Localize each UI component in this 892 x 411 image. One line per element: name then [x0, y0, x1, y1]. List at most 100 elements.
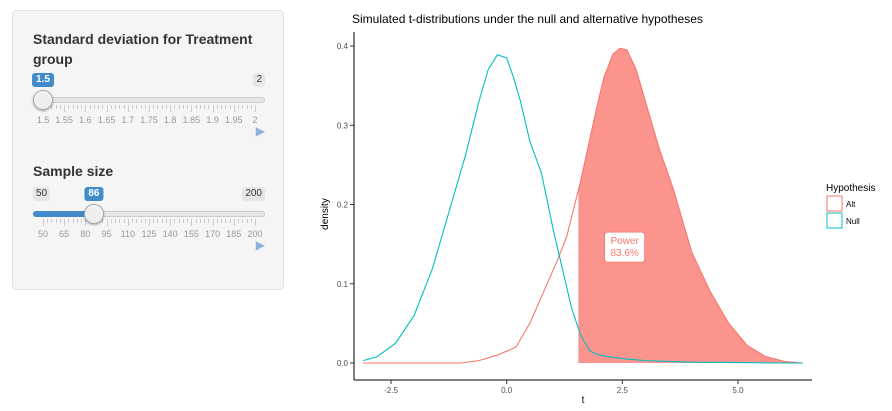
slider-major-tick — [170, 105, 172, 112]
slider-major-tick — [85, 105, 87, 112]
slider-tick-label: 80 — [80, 229, 91, 239]
n-slider-ticks — [33, 219, 265, 227]
slider-minor-tick — [140, 219, 142, 223]
sd-slider-track[interactable] — [33, 97, 265, 103]
slider-tick-label: 140 — [162, 229, 178, 239]
slider-tick-label: 1.8 — [163, 115, 177, 125]
slider-major-tick — [127, 219, 129, 226]
play-icon[interactable]: ▶ — [255, 238, 265, 252]
slider-tick-label: 1.55 — [55, 115, 73, 125]
x-axis-ticks: -2.5 0.0 2.5 5.0 — [384, 380, 744, 395]
power-annotation-title: Power — [610, 236, 639, 247]
x-tick-label: 2.5 — [617, 386, 629, 395]
slider-minor-tick — [246, 219, 248, 223]
slider-minor-tick — [246, 105, 248, 109]
y-tick-label: 0.3 — [337, 121, 349, 130]
slider-minor-tick — [182, 219, 184, 223]
slider-minor-tick — [161, 105, 163, 109]
slider-major-tick — [106, 105, 108, 112]
power-area — [578, 48, 803, 363]
slider-minor-tick — [182, 105, 184, 109]
sd-slider[interactable]: 1.5 2 1.5 1.55 1.6 1.65 1.7 1.75 1.8 1.85 1.9 1.9… — [32, 73, 265, 137]
legend: Hypothesis Alt Null — [826, 183, 875, 229]
slider-minor-tick — [208, 105, 210, 109]
slider-minor-tick — [55, 105, 57, 109]
legend-label-alt: Alt — [846, 200, 856, 209]
density-curves — [363, 47, 803, 364]
alt-density-line — [363, 47, 803, 364]
sd-slider-label: Standard deviation for Treatment group — [33, 29, 265, 69]
slider-minor-tick — [225, 105, 227, 109]
slider-minor-tick — [51, 219, 53, 223]
slider-minor-tick — [157, 105, 159, 109]
slider-minor-tick — [115, 105, 117, 109]
slider-minor-tick — [178, 105, 180, 109]
sd-slider-label-line1: Standard deviation for Treatment — [33, 31, 253, 47]
n-slider-max-label: 200 — [242, 187, 265, 201]
slider-minor-tick — [98, 105, 100, 109]
slider-minor-tick — [55, 219, 57, 223]
slider-minor-tick — [199, 105, 201, 109]
slider-minor-tick — [195, 219, 197, 223]
slider-tick-label: 95 — [101, 229, 112, 239]
slider-minor-tick — [229, 105, 231, 109]
y-tick-label: 0.0 — [337, 359, 349, 368]
slider-tick-label: 1.6 — [79, 115, 92, 125]
slider-major-tick — [233, 219, 235, 226]
slider-minor-tick — [250, 219, 252, 223]
n-slider-handle[interactable] — [83, 204, 104, 224]
slider-tick-label: 1.9 — [206, 115, 219, 125]
slider-minor-tick — [47, 219, 49, 223]
y-tick-label: 0.4 — [337, 42, 349, 51]
slider-minor-tick — [119, 219, 121, 223]
x-tick-label: 5.0 — [732, 386, 744, 395]
slider-minor-tick — [204, 105, 206, 109]
slider-minor-tick — [165, 219, 167, 223]
slider-minor-tick — [72, 219, 74, 223]
slider-minor-tick — [238, 105, 240, 109]
power-annotation-box — [604, 231, 646, 263]
slider-minor-tick — [242, 219, 244, 223]
slider-major-tick — [233, 105, 235, 112]
slider-tick-label: 65 — [59, 229, 70, 239]
slider-major-tick — [170, 219, 172, 226]
slider-tick-label: 125 — [141, 229, 157, 239]
n-slider-min-label: 50 — [33, 187, 51, 201]
slider-tick-label: 1.85 — [182, 115, 201, 125]
slider-minor-tick — [136, 105, 138, 109]
slider-minor-tick — [242, 105, 244, 109]
slider-tick-label: 110 — [120, 229, 135, 239]
slider-major-tick — [191, 105, 193, 112]
slider-minor-tick — [225, 219, 227, 223]
legend-label-null: Null — [846, 217, 860, 226]
slider-minor-tick — [208, 219, 210, 223]
slider-minor-tick — [132, 219, 134, 223]
slider-minor-tick — [72, 105, 74, 109]
slider-tick-label: 50 — [37, 229, 49, 239]
n-slider[interactable]: 50 86 200 50 65 80 95 110 125 140 155 170 185 200 … — [33, 187, 265, 251]
slider-minor-tick — [76, 105, 78, 109]
slider-minor-tick — [136, 219, 138, 223]
slider-major-tick — [255, 105, 256, 112]
sd-slider-handle[interactable] — [33, 90, 53, 110]
n-slider-tick-labels: 50 65 80 95 110 125 140 155 170 185 200 — [33, 229, 265, 241]
y-axis-title: density — [320, 198, 331, 230]
sidebar-panel: Standard deviation for Treatment group 1… — [12, 10, 284, 290]
slider-minor-tick — [123, 219, 125, 223]
slider-minor-tick — [81, 105, 83, 109]
slider-minor-tick — [229, 219, 231, 223]
slider-minor-tick — [132, 105, 134, 109]
slider-tick-label: 155 — [183, 229, 199, 239]
slider-minor-tick — [153, 105, 155, 109]
x-tick-label: -2.5 — [384, 386, 398, 395]
slider-tick-label: 170 — [205, 229, 221, 239]
slider-major-tick — [149, 105, 150, 112]
play-icon[interactable]: ▶ — [255, 124, 265, 138]
slider-minor-tick — [110, 219, 112, 223]
sd-slider-label-line2: group — [33, 51, 73, 67]
slider-major-tick — [212, 219, 214, 226]
slider-minor-tick — [89, 105, 91, 109]
n-slider-label: Sample size — [33, 163, 114, 179]
slider-minor-tick — [187, 105, 189, 109]
slider-minor-tick — [102, 219, 104, 223]
